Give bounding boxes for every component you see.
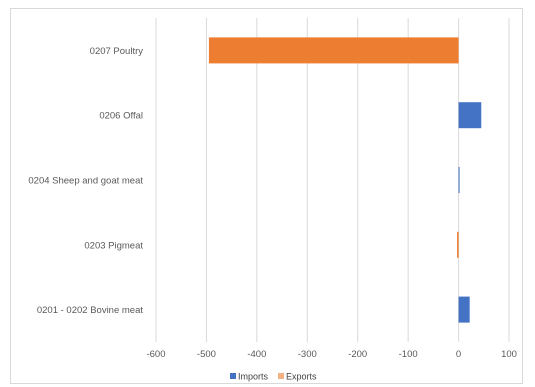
bar-imports-0206-offal — [458, 102, 482, 129]
legend-swatch-exports — [278, 373, 284, 379]
bar-exports-0203-pigmeat — [457, 231, 459, 258]
category-label: 0207 Poultry — [90, 46, 144, 57]
x-tick-label: -200 — [348, 349, 367, 360]
category-labels: 0207 Poultry 0206 Offal 0204 Sheep and goa… — [28, 46, 143, 316]
x-tick-label: 0 — [456, 349, 461, 360]
legend-label-exports: Exports — [286, 372, 317, 382]
bar-imports-0204-sheep-and-goat-meat — [458, 167, 460, 193]
x-tick-label: -500 — [197, 349, 216, 360]
legend-swatch-imports — [230, 373, 236, 379]
gridlines — [155, 18, 510, 342]
x-tick-label: -300 — [298, 349, 317, 360]
legend: Imports Exports — [230, 372, 317, 382]
legend-label-imports: Imports — [238, 372, 269, 382]
bar-imports-0201-0202-bovine-meat — [458, 296, 470, 323]
chart-frame — [10, 8, 523, 384]
category-label: 0201 - 0202 Bovine meat — [37, 305, 144, 316]
bars — [208, 37, 482, 323]
x-tick-label: -600 — [146, 349, 165, 360]
x-axis-tick-labels: -600 -500 -400 -300 -200 -100 0 100 — [146, 349, 516, 360]
category-label: 0206 Offal — [99, 111, 143, 122]
bar-exports-0207-poultry — [208, 37, 459, 64]
x-tick-label: -100 — [399, 349, 418, 360]
category-label: 0203 Pigmeat — [84, 240, 143, 251]
x-tick-label: 100 — [501, 349, 517, 360]
category-label: 0204 Sheep and goat meat — [28, 176, 143, 187]
x-tick-label: -400 — [247, 349, 266, 360]
